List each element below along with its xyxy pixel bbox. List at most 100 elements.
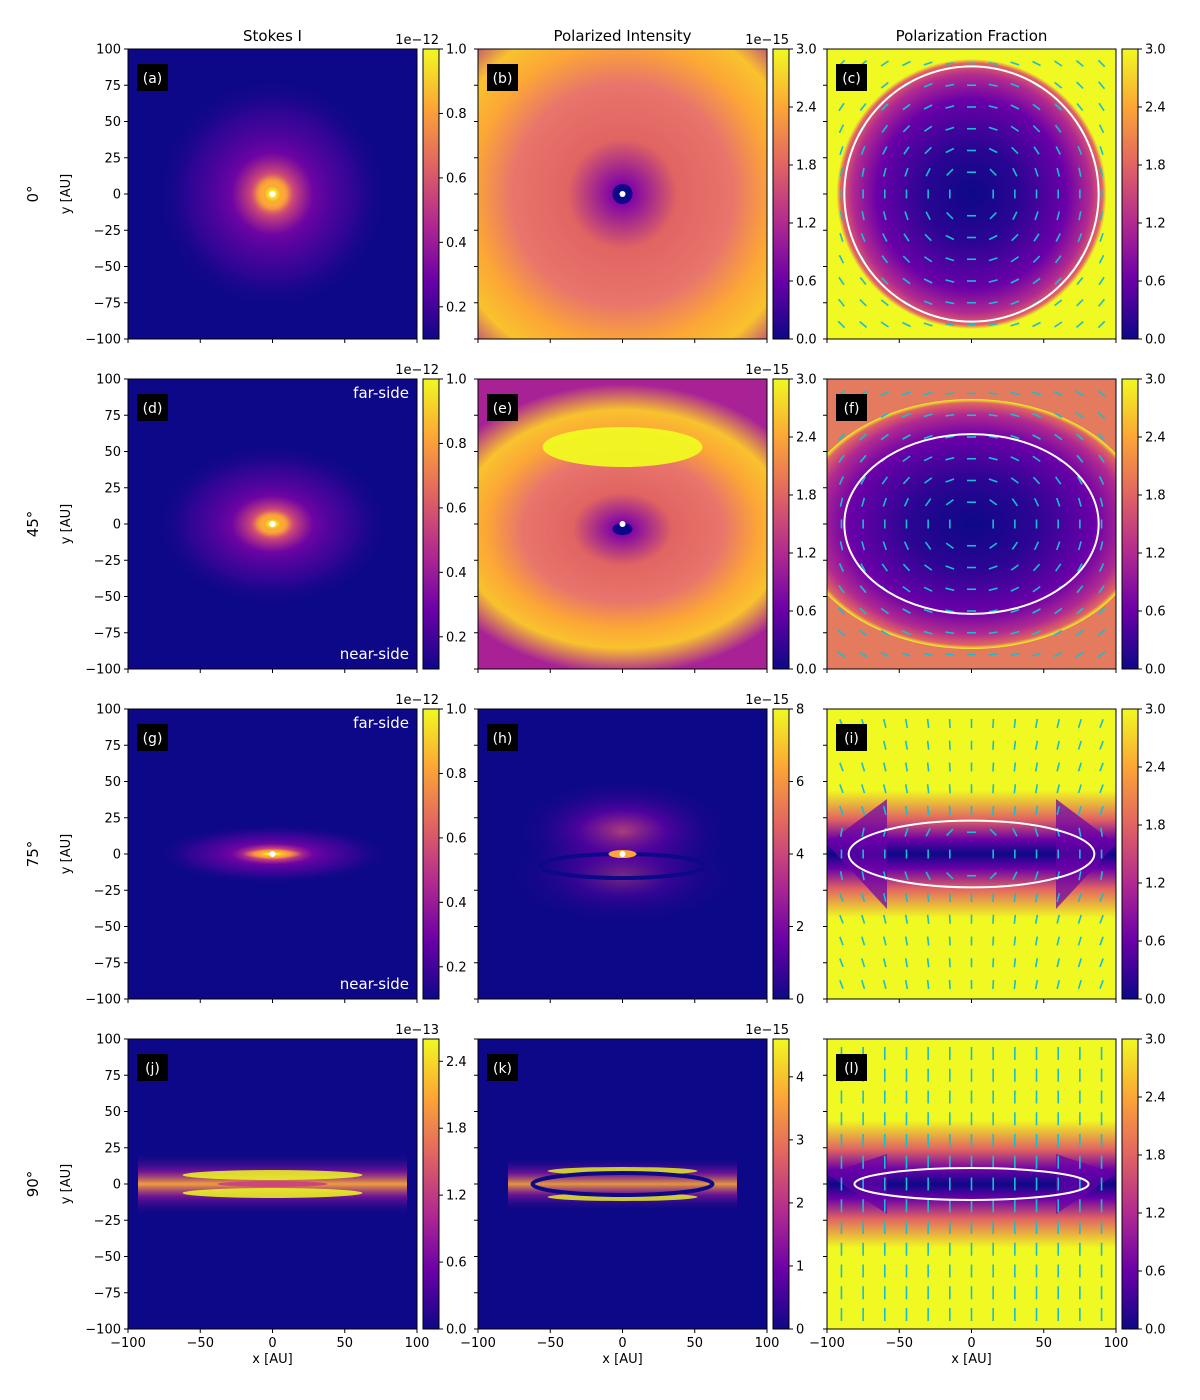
- polarization-vector: [948, 979, 951, 990]
- polarization-vector: [839, 784, 844, 794]
- polarization-vector: [861, 979, 866, 990]
- polarization-vector: [1076, 276, 1084, 286]
- y-tick-label: 0: [113, 1178, 121, 1193]
- y-tick-label: −75: [94, 626, 121, 641]
- polarization-vector: [988, 478, 998, 483]
- polarization-vector: [1100, 211, 1104, 221]
- colorbar-tick-label: 0.2: [446, 960, 467, 975]
- colorbar-tick-label: 2.4: [1145, 101, 1166, 116]
- colorbar-tick-label: 0.6: [796, 275, 817, 290]
- y-tick-label: −50: [94, 1250, 121, 1265]
- y-tick-label: −75: [94, 956, 121, 971]
- polarization-vector: [1011, 233, 1019, 242]
- x-tick-label: 50: [686, 1336, 703, 1351]
- y-tick-label: 100: [96, 43, 121, 58]
- colorbar-tick-label: 0: [796, 1323, 804, 1338]
- polarization-vector: [882, 541, 888, 551]
- polarization-vector: [1054, 476, 1062, 485]
- y-tick-label: 50: [104, 445, 121, 460]
- polarization-vector: [1099, 740, 1104, 750]
- polarization-vector: [1098, 476, 1105, 485]
- polarization-vector: [859, 299, 867, 307]
- colorbar-tick-label: 0.4: [446, 566, 467, 581]
- polarization-vector: [861, 167, 865, 177]
- colorbar-tick-label: 2.4: [1145, 761, 1166, 776]
- polarization-vector: [948, 784, 951, 794]
- polarization-vector: [859, 102, 867, 112]
- polarization-vector: [1032, 455, 1041, 463]
- polarization-vector: [992, 979, 995, 990]
- polarization-vector: [904, 762, 909, 772]
- polarization-vector: [861, 936, 866, 946]
- colorbar-tick-label: 1.2: [796, 217, 817, 232]
- panel-label: (a): [137, 64, 168, 91]
- tau-unity-contour: [843, 65, 1100, 323]
- polarization-vector: [945, 61, 955, 66]
- polarization-vector: [860, 563, 867, 572]
- polarization-vector: [1032, 476, 1041, 485]
- panel-label-box: [836, 724, 867, 751]
- colorbar-tick-label: 0.6: [446, 501, 467, 516]
- polarization-vector: [904, 784, 909, 794]
- polarization-vector: [1077, 146, 1083, 155]
- polarization-vector: [989, 168, 997, 176]
- polarization-vector: [1013, 784, 1017, 794]
- polarization-vector: [1056, 167, 1061, 177]
- polarization-vector: [838, 254, 845, 264]
- polarization-vector: [1010, 456, 1020, 462]
- polarization-vector: [946, 872, 954, 880]
- polarization-vector: [1099, 893, 1104, 902]
- x-tick-label: −50: [187, 1336, 214, 1351]
- colorbar: [772, 378, 790, 670]
- y-tick-label: −75: [94, 296, 121, 311]
- panel-label-text: (h): [493, 731, 513, 747]
- polarization-vector: [1077, 233, 1083, 242]
- polarization-vector: [1053, 390, 1063, 397]
- colorbar-tick-label: 3.0: [796, 43, 817, 58]
- polarization-vector: [988, 279, 998, 283]
- polarization-vector: [1054, 81, 1063, 89]
- polarization-vector: [859, 607, 868, 615]
- colorbar-tick-label: 0.0: [796, 663, 817, 678]
- polarization-vector: [1010, 104, 1020, 110]
- polarization-vector: [946, 828, 954, 836]
- panel-b: [478, 49, 767, 339]
- polarization-vector: [1054, 103, 1062, 111]
- polarization-vector: [924, 498, 932, 507]
- polarization-vector: [923, 61, 933, 66]
- polarization-vector: [902, 412, 911, 418]
- column-title: Polarized Intensity: [553, 27, 691, 45]
- polarization-vector: [902, 255, 911, 263]
- polarization-vector: [1055, 541, 1061, 551]
- polarization-vector: [1032, 563, 1041, 572]
- far-side-label: far-side: [353, 714, 409, 732]
- polarization-vector: [925, 827, 931, 837]
- polarization-vector: [1054, 607, 1063, 615]
- polarization-vector: [926, 784, 930, 794]
- panel-label: (j): [137, 1054, 168, 1081]
- polarization-vector: [1010, 125, 1020, 132]
- polarization-vector: [839, 762, 844, 772]
- polarization-vector: [904, 718, 909, 729]
- polarization-vector: [839, 936, 844, 946]
- polarization-vector: [988, 456, 998, 461]
- panel-label-text: (l): [844, 1061, 859, 1077]
- polarization-vector: [880, 412, 890, 419]
- tau-unity-contour: [853, 1167, 1090, 1201]
- polarization-vector: [839, 541, 844, 551]
- panel-label-text: (j): [145, 1061, 160, 1077]
- polarization-vector: [1077, 958, 1082, 968]
- polarization-vector: [904, 936, 909, 946]
- x-tick-label: −50: [886, 1336, 913, 1351]
- polarization-vector: [1032, 391, 1042, 396]
- polarization-vector: [902, 434, 911, 440]
- polarization-vector: [945, 147, 955, 154]
- polarization-vector: [1032, 255, 1041, 263]
- colorbar-tick-label: 1.8: [1145, 159, 1166, 174]
- polarization-vector: [945, 653, 955, 656]
- polarization-vector: [881, 124, 889, 133]
- polarization-vector: [945, 257, 955, 262]
- colorbar-tick-label: 1.2: [1145, 1207, 1166, 1222]
- polarization-vector: [1099, 958, 1104, 968]
- polarization-vector: [948, 936, 951, 946]
